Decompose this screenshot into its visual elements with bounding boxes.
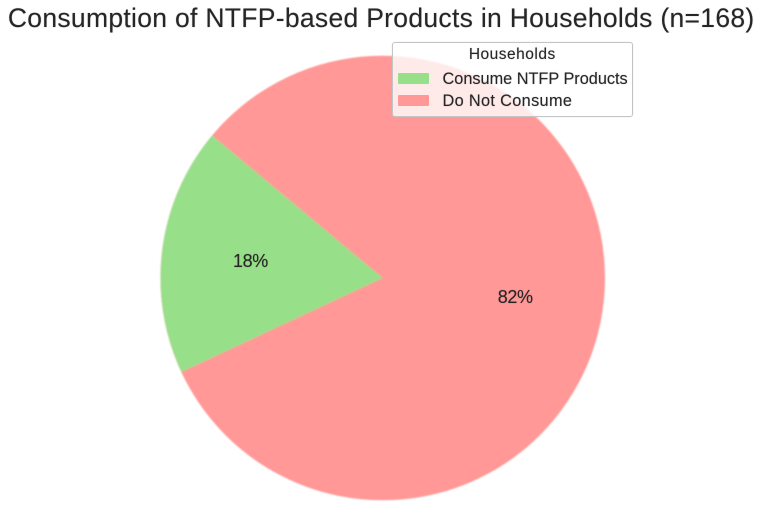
svg-text:82%: 82% <box>498 287 533 307</box>
svg-text:18%: 18% <box>233 251 268 271</box>
svg-text:Consumption of NTFP-based Prod: Consumption of NTFP-based Products in Ho… <box>8 3 755 33</box>
